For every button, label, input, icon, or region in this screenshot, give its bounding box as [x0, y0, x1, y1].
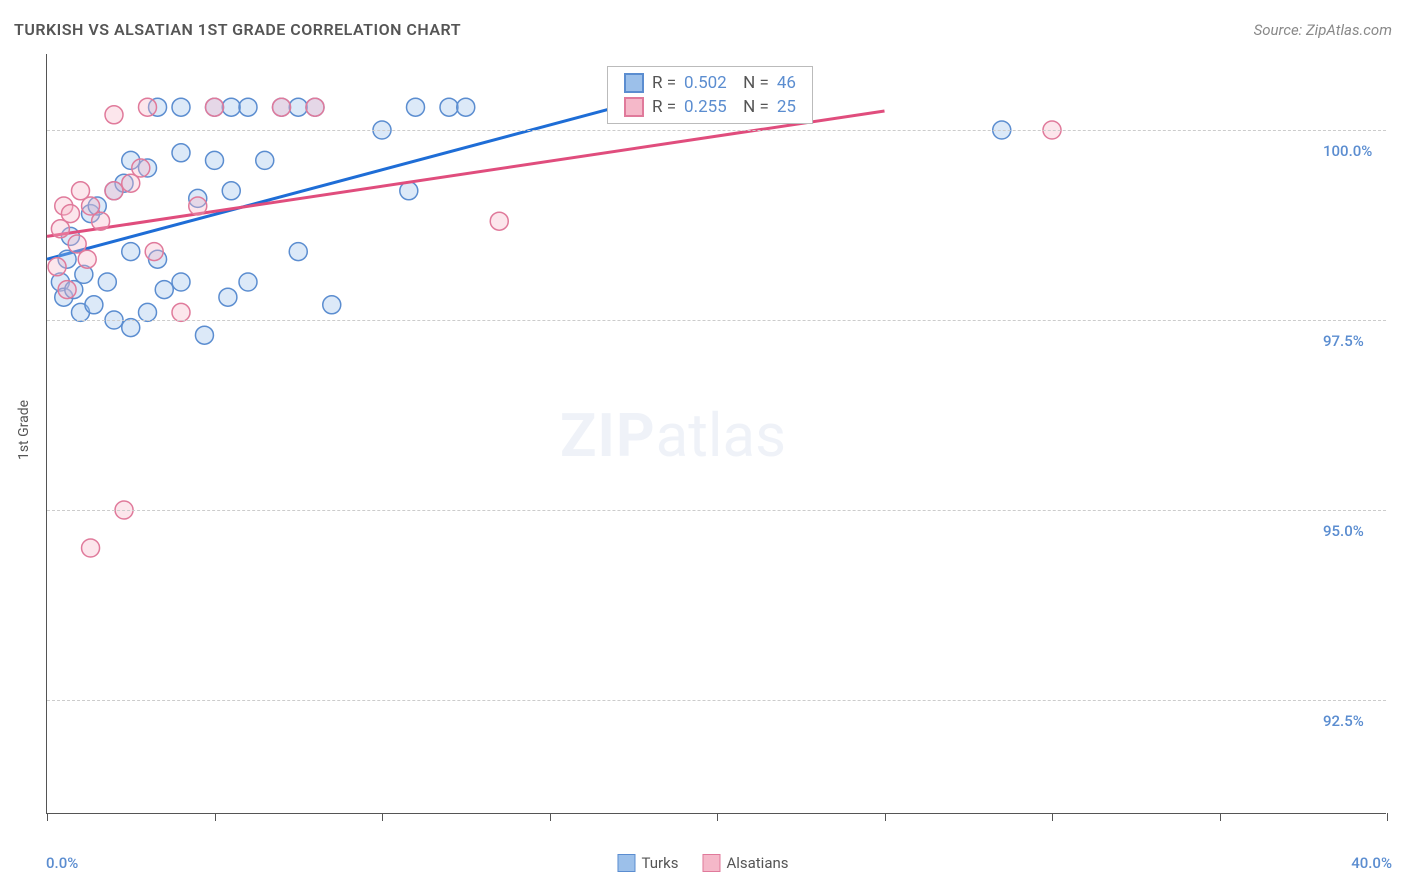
x-tick [885, 813, 886, 821]
scatter-point [289, 243, 307, 261]
scatter-point [58, 281, 76, 299]
scatter-point [256, 151, 274, 169]
r-value: 0.255 [684, 97, 727, 117]
scatter-point [105, 106, 123, 124]
scatter-point [172, 303, 190, 321]
legend-label: Alsatians [726, 854, 788, 872]
x-tick [382, 813, 383, 821]
scatter-point [273, 98, 291, 116]
y-axis-label: 1st Grade [16, 400, 32, 460]
chart-header: TURKISH VS ALSATIAN 1ST GRADE CORRELATIO… [14, 20, 1392, 39]
gridline-h [47, 700, 1386, 701]
chart-plot-area: R = 0.502 N = 46R = 0.255 N = 25 92.5%95… [46, 54, 1386, 814]
gridline-h [47, 320, 1386, 321]
legend-label: Turks [641, 854, 678, 872]
scatter-point [490, 212, 508, 230]
scatter-point [82, 539, 100, 557]
scatter-point [139, 303, 157, 321]
gridline-h [47, 510, 1386, 511]
legend-stat-row: R = 0.502 N = 46 [608, 71, 812, 95]
scatter-point [219, 288, 237, 306]
scatter-point [457, 98, 475, 116]
scatter-point [145, 243, 163, 261]
scatter-point [407, 98, 425, 116]
correlation-legend: R = 0.502 N = 46R = 0.255 N = 25 [607, 66, 813, 124]
scatter-point [440, 98, 458, 116]
r-label: R = [652, 73, 676, 93]
scatter-point [155, 281, 173, 299]
scatter-point [85, 296, 103, 314]
scatter-point [78, 250, 96, 268]
scatter-point [61, 205, 79, 223]
scatter-point [122, 319, 140, 337]
scatter-point [239, 98, 257, 116]
scatter-point [306, 98, 324, 116]
x-tick [215, 813, 216, 821]
x-tick [550, 813, 551, 821]
scatter-point [98, 273, 116, 291]
scatter-point [222, 98, 240, 116]
x-tick [1220, 813, 1221, 821]
legend-swatch-icon [702, 854, 720, 872]
scatter-point [172, 273, 190, 291]
scatter-point [222, 182, 240, 200]
chart-title: TURKISH VS ALSATIAN 1ST GRADE CORRELATIO… [14, 20, 461, 39]
n-value: 46 [777, 73, 796, 93]
legend-swatch-icon [624, 97, 644, 117]
scatter-point [105, 182, 123, 200]
scatter-point [239, 273, 257, 291]
n-label: N = [735, 73, 769, 93]
x-tick [717, 813, 718, 821]
scatter-point [323, 296, 341, 314]
n-label: N = [735, 97, 769, 117]
source-attribution: Source: ZipAtlas.com [1254, 21, 1392, 39]
scatter-point [92, 212, 110, 230]
scatter-point [289, 98, 307, 116]
legend-swatch-icon [624, 73, 644, 93]
legend-swatch-icon [617, 854, 635, 872]
r-label: R = [652, 97, 676, 117]
x-tick [1387, 813, 1388, 821]
r-value: 0.502 [684, 73, 727, 93]
scatter-point [195, 326, 213, 344]
scatter-point [189, 197, 207, 215]
scatter-point [206, 151, 224, 169]
x-tick-label: 0.0% [46, 854, 78, 872]
legend-item: Alsatians [702, 854, 788, 872]
x-tick-label: 40.0% [1351, 854, 1392, 872]
y-tick-label: 100.0% [1323, 142, 1372, 160]
scatter-point [206, 98, 224, 116]
n-value: 25 [777, 97, 796, 117]
legend-stat-row: R = 0.255 N = 25 [608, 95, 812, 119]
y-tick-label: 92.5% [1323, 712, 1364, 730]
x-tick [47, 813, 48, 821]
scatter-point [172, 144, 190, 162]
y-tick-label: 95.0% [1323, 522, 1364, 540]
scatter-point [139, 98, 157, 116]
scatter-point [172, 98, 190, 116]
gridline-h [47, 130, 1386, 131]
legend-item: Turks [617, 854, 678, 872]
scatter-point [122, 243, 140, 261]
x-tick [1052, 813, 1053, 821]
y-tick-label: 97.5% [1323, 332, 1364, 350]
series-legend: Turks Alsatians [617, 854, 788, 872]
scatter-point [48, 258, 66, 276]
scatter-point [132, 159, 150, 177]
